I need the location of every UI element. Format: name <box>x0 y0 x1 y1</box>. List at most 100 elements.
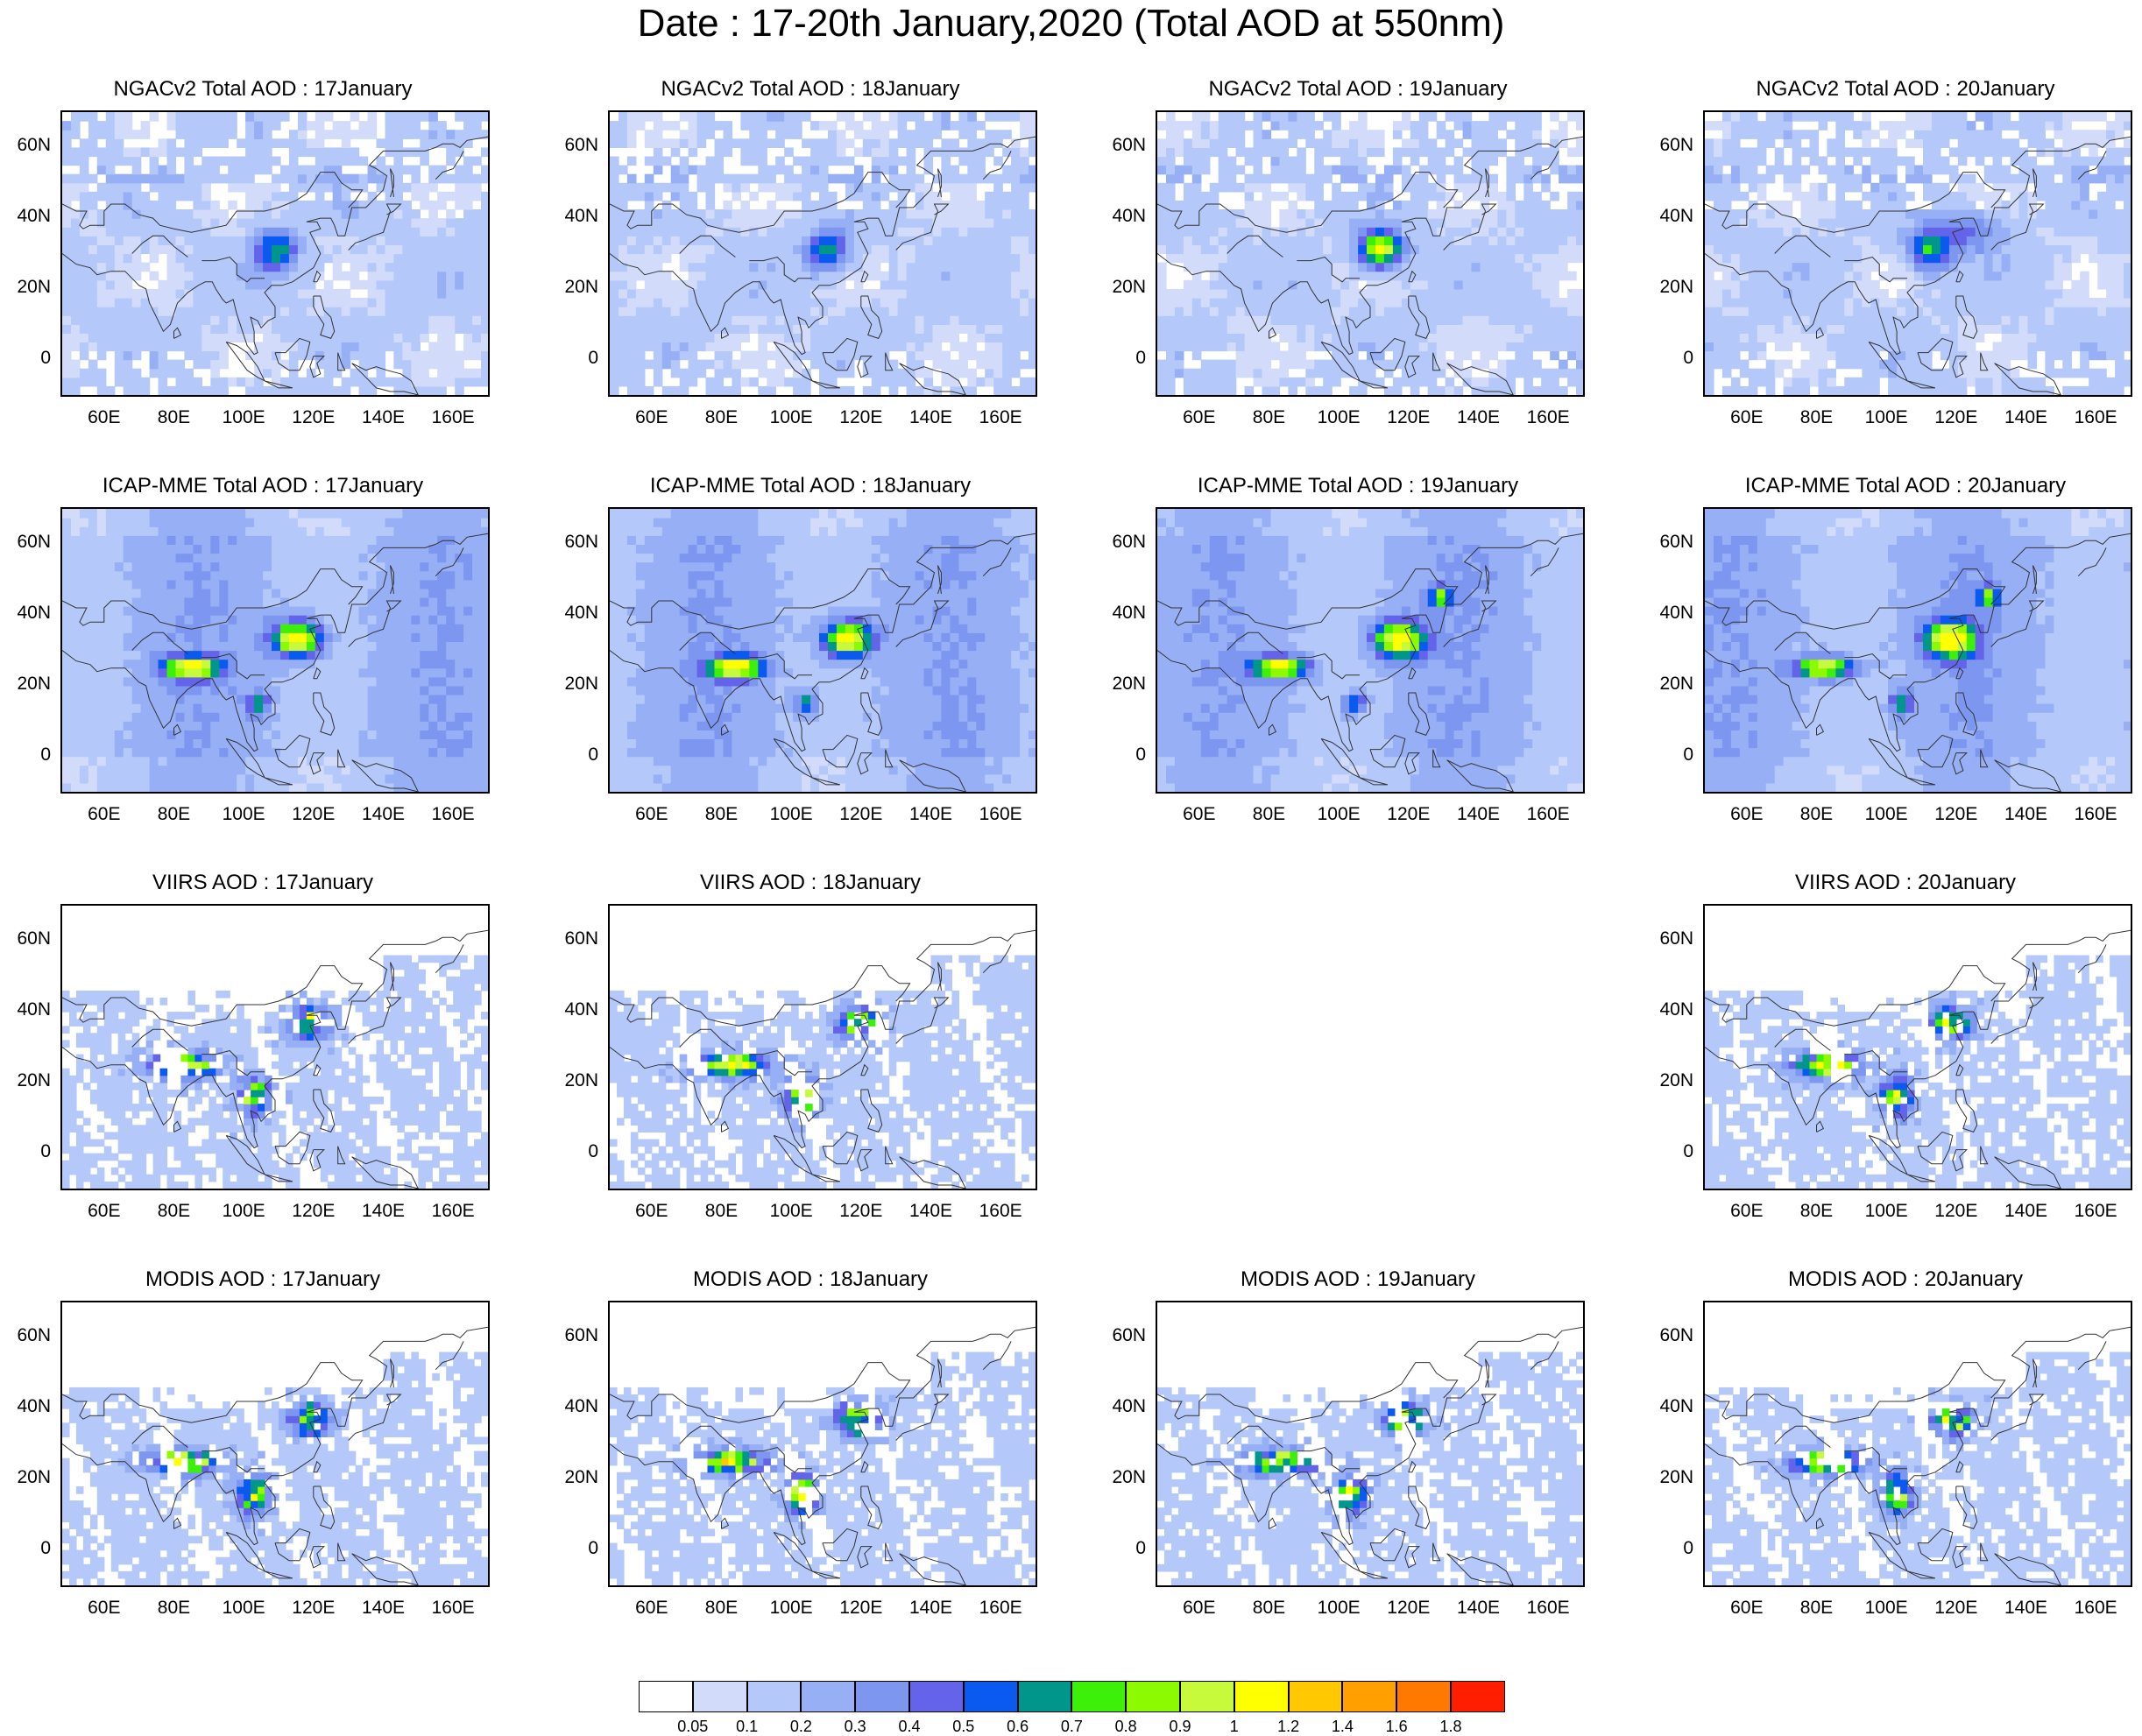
longitude-tick-label: 80E <box>1253 805 1285 824</box>
map-plot-area <box>1703 507 2132 794</box>
latitude-tick-label: 40N <box>564 603 598 623</box>
aod-map <box>610 906 1036 1189</box>
latitude-tick-label: 60N <box>1659 136 1693 155</box>
latitude-tick-label: 40N <box>564 1000 598 1020</box>
latitude-tick-label: 0 <box>40 349 51 368</box>
panel-title: NGACv2 Total AOD : 17January <box>0 77 526 102</box>
latitude-tick-label: 40N <box>564 207 598 226</box>
aod-grid-cells <box>610 956 1036 1189</box>
latitude-tick-label: 20N <box>1112 278 1146 297</box>
longitude-tick-label: 100E <box>1318 408 1361 427</box>
longitude-tick-label: 100E <box>223 1202 265 1221</box>
longitude-tick-label: 120E <box>1934 805 1977 824</box>
latitude-tick-label: 60N <box>1112 533 1146 552</box>
latitude-tick-label: 40N <box>17 1000 51 1020</box>
latitude-tick-label: 20N <box>1659 1071 1693 1090</box>
legend-tick-label: 1 <box>1230 1718 1239 1736</box>
aod-map <box>610 1302 1036 1585</box>
map-plot-area <box>608 110 1037 397</box>
latitude-tick-label: 60N <box>564 1326 598 1345</box>
map-plot-area <box>60 507 490 794</box>
longitude-tick-label: 60E <box>1730 1202 1763 1221</box>
map-plot-area <box>1703 904 2132 1190</box>
latitude-tick-label: 0 <box>1683 745 1693 765</box>
aod-map <box>1705 509 2131 792</box>
latitude-tick-label: 20N <box>564 1468 598 1487</box>
longitude-tick-label: 100E <box>770 1598 813 1618</box>
longitude-tick-label: 140E <box>909 1598 952 1618</box>
panel-title: ICAP-MME Total AOD : 20January <box>1643 474 2142 498</box>
longitude-tick-label: 160E <box>979 1202 1022 1221</box>
panel-title: NGACv2 Total AOD : 19January <box>1095 77 1621 102</box>
longitude-tick-label: 120E <box>839 1598 882 1618</box>
panel-title: VIIRS AOD : 17January <box>0 871 526 895</box>
longitude-tick-label: 80E <box>1800 805 1833 824</box>
longitude-tick-label: 140E <box>909 408 952 427</box>
latitude-tick-label: 20N <box>1659 674 1693 694</box>
longitude-tick-label: 120E <box>1387 1598 1430 1618</box>
longitude-tick-label: 60E <box>88 1202 120 1221</box>
longitude-tick-label: 100E <box>770 805 813 824</box>
map-plot-area <box>60 1301 490 1587</box>
legend-color-box <box>1396 1681 1451 1712</box>
legend-tick-label: 0.5 <box>952 1718 974 1736</box>
latitude-tick-label: 0 <box>1683 349 1693 368</box>
latitude-tick-label: 60N <box>17 1326 51 1345</box>
longitude-tick-label: 120E <box>1387 408 1430 427</box>
longitude-tick-label: 160E <box>432 408 475 427</box>
panel-title: NGACv2 Total AOD : 20January <box>1643 77 2142 102</box>
latitude-tick-label: 20N <box>1659 1468 1693 1487</box>
figure-title: Date : 17-20th January,2020 (Total AOD a… <box>0 2 2142 46</box>
longitude-tick-label: 100E <box>1865 805 1908 824</box>
latitude-tick-label: 60N <box>1659 929 1693 949</box>
longitude-tick-label: 140E <box>362 1202 405 1221</box>
latitude-tick-label: 60N <box>564 533 598 552</box>
legend-tick-label: 1.2 <box>1277 1718 1299 1736</box>
legend-color-box <box>1342 1681 1396 1712</box>
latitude-tick-label: 60N <box>1112 136 1146 155</box>
longitude-tick-label: 140E <box>909 1202 952 1221</box>
panel-title: ICAP-MME Total AOD : 19January <box>1095 474 1621 498</box>
latitude-tick-label: 40N <box>1112 1397 1146 1416</box>
aod-map <box>62 906 488 1189</box>
panel-title: NGACv2 Total AOD : 18January <box>548 77 1073 102</box>
longitude-tick-label: 60E <box>1183 1598 1215 1618</box>
latitude-tick-label: 40N <box>1659 1397 1693 1416</box>
legend-color-box <box>1018 1681 1072 1712</box>
aod-map <box>610 112 1036 395</box>
longitude-tick-label: 60E <box>635 1202 668 1221</box>
longitude-tick-label: 80E <box>1253 1598 1285 1618</box>
legend-tick-label: 1.6 <box>1386 1718 1408 1736</box>
latitude-tick-label: 60N <box>17 929 51 949</box>
longitude-tick-label: 60E <box>1730 408 1763 427</box>
legend-color-box <box>964 1681 1018 1712</box>
longitude-tick-label: 160E <box>2075 408 2117 427</box>
longitude-tick-label: 140E <box>2004 408 2047 427</box>
aod-map <box>62 509 488 792</box>
map-plot-area <box>1156 507 1585 794</box>
legend-tick-label: 0.6 <box>1007 1718 1029 1736</box>
latitude-tick-label: 0 <box>40 1142 51 1161</box>
latitude-tick-label: 0 <box>1135 349 1146 368</box>
longitude-tick-label: 100E <box>1865 1598 1908 1618</box>
legend-tick-label: 0.4 <box>898 1718 920 1736</box>
longitude-tick-label: 160E <box>432 1598 475 1618</box>
longitude-tick-label: 120E <box>1934 408 1977 427</box>
latitude-tick-label: 0 <box>1683 1142 1693 1161</box>
longitude-tick-label: 120E <box>292 805 335 824</box>
longitude-tick-label: 140E <box>2004 1202 2047 1221</box>
longitude-tick-label: 160E <box>1527 408 1570 427</box>
aod-grid-cells <box>1705 956 2131 1189</box>
longitude-tick-label: 100E <box>770 408 813 427</box>
